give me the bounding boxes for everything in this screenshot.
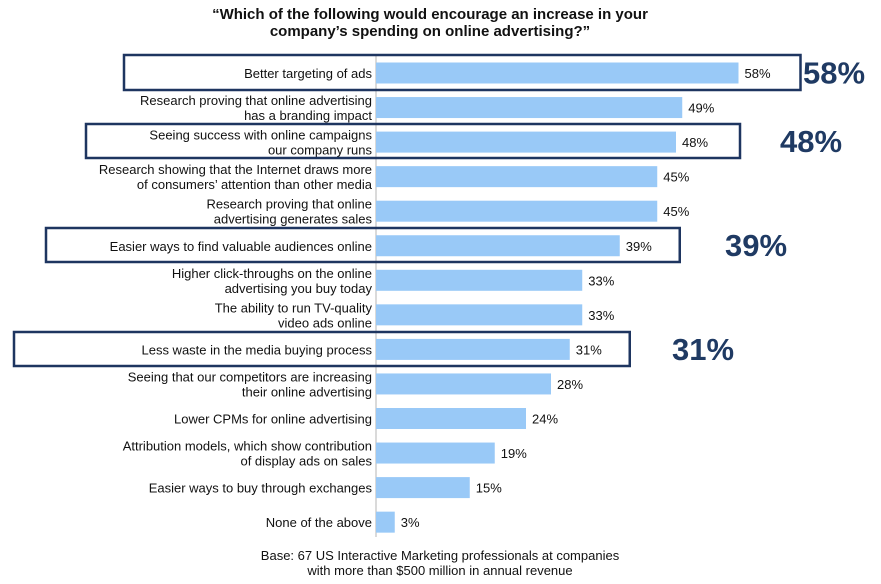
category-label-10: Seeing that our competitors are increasi… [128, 369, 372, 399]
bar-9 [376, 338, 570, 360]
data-label-12: 19% [501, 446, 527, 461]
category-label-2: Research proving that online advertising… [140, 93, 372, 123]
category-label-2-line-2: has a branding impact [244, 108, 372, 123]
category-label-3-line-1: Seeing success with online campaigns [149, 128, 372, 143]
category-label-12-line-2: of display ads on sales [240, 454, 372, 469]
highlight-callout-4: 31% [672, 332, 734, 367]
category-label-11: Lower CPMs for online advertising [174, 412, 372, 427]
category-label-13: Easier ways to buy through exchanges [149, 481, 373, 496]
category-label-14-line-1: None of the above [266, 515, 372, 530]
data-label-8: 33% [588, 308, 614, 323]
highlight-box-3 [44, 226, 681, 264]
category-label-14: None of the above [266, 515, 372, 530]
category-label-6-line-1: Easier ways to find valuable audiences o… [110, 239, 372, 254]
category-label-5: Research proving that online advertising … [207, 197, 373, 227]
bar-7 [376, 269, 583, 291]
data-label-2: 49% [688, 101, 714, 116]
category-label-10-line-2: their online advertising [242, 384, 372, 399]
data-label-6: 39% [626, 239, 652, 254]
category-label-9: Less waste in the media buying process [141, 342, 372, 357]
bar-1 [376, 62, 739, 84]
category-label-3-line-2: our company runs [268, 143, 373, 158]
category-label-11-line-1: Lower CPMs for online advertising [174, 412, 372, 427]
highlight-callout-1: 58% [803, 56, 865, 91]
category-label-3: Seeing success with online campaigns our … [149, 128, 372, 158]
data-label-13: 15% [476, 481, 502, 496]
bar-4 [376, 166, 658, 188]
highlight-box-1 [122, 53, 802, 92]
category-label-4: Research showing that the Internet draws… [99, 162, 373, 192]
data-label-4: 45% [663, 170, 689, 185]
highlight-box-2 [84, 122, 742, 160]
category-label-1: Better targeting of ads [244, 66, 372, 81]
data-label-10: 28% [557, 377, 583, 392]
category-label-7-line-2: advertising you buy today [225, 281, 373, 296]
chart-title-line-1: “Which of the following would encourage … [212, 6, 648, 23]
data-label-7: 33% [588, 273, 614, 288]
data-label-11: 24% [532, 412, 558, 427]
data-label-1: 58% [745, 66, 771, 81]
category-label-8-line-1: The ability to run TV-quality [215, 300, 373, 315]
category-label-7-line-1: Higher click-throughs on the online [172, 266, 372, 281]
category-label-1-line-1: Better targeting of ads [244, 66, 372, 81]
data-label-3: 48% [682, 135, 708, 150]
base-note: Base: 67 US Interactive Marketing profes… [130, 548, 750, 578]
bar-8 [376, 304, 583, 326]
highlight-callout-3: 39% [725, 228, 787, 263]
bar-10 [376, 373, 551, 395]
category-label-5-line-1: Research proving that online [207, 197, 373, 212]
category-label-8: The ability to run TV-quality video ads o… [215, 300, 373, 330]
category-label-4-line-2: of consumers’ attention than other media [137, 177, 373, 192]
data-label-5: 45% [663, 204, 689, 219]
category-label-2-line-1: Research proving that online advertising [140, 93, 372, 108]
category-label-8-line-2: video ads online [278, 315, 372, 330]
category-label-6: Easier ways to find valuable audiences o… [110, 239, 372, 254]
bar-13 [376, 477, 470, 499]
category-label-13-line-1: Easier ways to buy through exchanges [149, 481, 373, 496]
bar-3 [376, 131, 676, 153]
category-label-9-line-1: Less waste in the media buying process [141, 342, 372, 357]
bar-11 [376, 408, 526, 429]
bar-5 [376, 200, 658, 222]
bar-2 [376, 97, 683, 119]
chart-title-line-2: company’s spending on online advertising… [269, 23, 591, 40]
highlight-box-4 [12, 330, 631, 368]
data-label-14: 3% [401, 515, 420, 530]
category-label-5-line-2: advertising generates sales [214, 212, 373, 227]
base-note-line-1: Base: 67 US Interactive Marketing profes… [260, 548, 620, 563]
highlight-callout-2: 48% [780, 124, 842, 159]
data-label-9: 31% [576, 342, 602, 357]
bar-6 [376, 235, 620, 257]
chart-title: “Which of the following would encourage … [120, 6, 740, 40]
category-label-4-line-1: Research showing that the Internet draws… [99, 162, 372, 177]
base-note-line-2: with more than $500 million in annual re… [307, 563, 573, 578]
category-label-7: Higher click-throughs on the online adver… [172, 266, 373, 296]
category-label-10-line-1: Seeing that our competitors are increasi… [128, 369, 372, 384]
bar-14 [376, 511, 395, 533]
bar-12 [376, 442, 495, 464]
category-label-12-line-1: Attribution models, which show contribut… [123, 439, 372, 454]
category-label-12: Attribution models, which show contribut… [123, 439, 373, 469]
